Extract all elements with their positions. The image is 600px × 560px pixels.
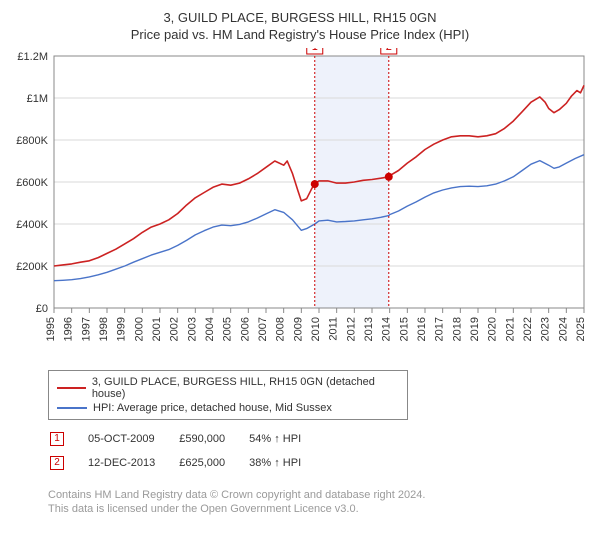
svg-text:£1M: £1M [27, 93, 48, 105]
table-row: 2 12-DEC-2013 £625,000 38% ↑ HPI [50, 452, 323, 474]
svg-text:2010: 2010 [310, 317, 322, 341]
svg-text:2023: 2023 [540, 317, 552, 341]
svg-text:2016: 2016 [416, 317, 428, 341]
svg-text:2008: 2008 [275, 317, 287, 341]
chart-subtitle: Price paid vs. HM Land Registry's House … [8, 27, 592, 42]
legend-item: 3, GUILD PLACE, BURGESS HILL, RH15 0GN (… [57, 375, 399, 401]
svg-text:2007: 2007 [257, 317, 269, 341]
svg-text:£800K: £800K [16, 135, 48, 147]
chart-title: 3, GUILD PLACE, BURGESS HILL, RH15 0GN [8, 10, 592, 25]
svg-text:2001: 2001 [151, 317, 163, 341]
marker-price: £625,000 [179, 452, 247, 474]
marker-table: 1 05-OCT-2009 £590,000 54% ↑ HPI 2 12-DE… [48, 426, 325, 476]
svg-text:2011: 2011 [328, 317, 340, 341]
svg-text:2006: 2006 [239, 317, 251, 341]
svg-text:2020: 2020 [487, 317, 499, 341]
svg-text:2022: 2022 [522, 317, 534, 341]
table-row: 1 05-OCT-2009 £590,000 54% ↑ HPI [50, 428, 323, 450]
svg-text:2009: 2009 [292, 317, 304, 341]
marker-badge: 2 [50, 456, 64, 470]
chart-area: £0 £200K £400K £600K £800K £1M £1.2M 1995 1996 19… [8, 48, 592, 358]
footnote-line: This data is licensed under the Open Gov… [48, 503, 359, 515]
svg-text:2004: 2004 [204, 317, 216, 341]
svg-text:2021: 2021 [504, 317, 516, 341]
svg-text:£400K: £400K [16, 219, 48, 231]
svg-text:1998: 1998 [98, 317, 110, 341]
svg-text:2: 2 [386, 48, 392, 53]
svg-text:2018: 2018 [451, 317, 463, 341]
svg-text:£1.2M: £1.2M [17, 51, 48, 63]
marker-delta: 38% ↑ HPI [249, 452, 323, 474]
footnote: Contains HM Land Registry data © Crown c… [48, 488, 568, 517]
legend: 3, GUILD PLACE, BURGESS HILL, RH15 0GN (… [48, 370, 408, 420]
svg-text:2012: 2012 [345, 317, 357, 341]
svg-text:2019: 2019 [469, 317, 481, 341]
svg-text:1: 1 [312, 48, 318, 53]
svg-text:2003: 2003 [186, 317, 198, 341]
legend-swatch [57, 387, 86, 389]
svg-text:2013: 2013 [363, 317, 375, 341]
legend-item: HPI: Average price, detached house, Mid … [57, 401, 399, 415]
marker-date: 12-DEC-2013 [88, 452, 177, 474]
svg-text:1997: 1997 [80, 317, 92, 341]
legend-label: HPI: Average price, detached house, Mid … [93, 402, 332, 414]
legend-swatch [57, 407, 87, 409]
legend-label: 3, GUILD PLACE, BURGESS HILL, RH15 0GN (… [92, 376, 399, 400]
svg-text:1999: 1999 [116, 317, 128, 341]
line-chart-svg: £0 £200K £400K £600K £800K £1M £1.2M 1995 1996 19… [8, 48, 592, 358]
marker-price: £590,000 [179, 428, 247, 450]
svg-text:£200K: £200K [16, 261, 48, 273]
svg-text:2015: 2015 [398, 317, 410, 341]
marker-date: 05-OCT-2009 [88, 428, 177, 450]
svg-text:2000: 2000 [133, 317, 145, 341]
svg-text:1996: 1996 [63, 317, 75, 341]
svg-text:2024: 2024 [557, 317, 569, 341]
svg-text:1995: 1995 [45, 317, 57, 341]
marker-badge: 1 [50, 432, 64, 446]
svg-text:2005: 2005 [222, 317, 234, 341]
svg-text:£0: £0 [36, 303, 48, 315]
svg-text:2025: 2025 [575, 317, 587, 341]
svg-text:2002: 2002 [169, 317, 181, 341]
marker-delta: 54% ↑ HPI [249, 428, 323, 450]
footnote-line: Contains HM Land Registry data © Crown c… [48, 489, 425, 501]
svg-text:2017: 2017 [434, 317, 446, 341]
svg-text:£600K: £600K [16, 177, 48, 189]
svg-text:2014: 2014 [381, 317, 393, 341]
